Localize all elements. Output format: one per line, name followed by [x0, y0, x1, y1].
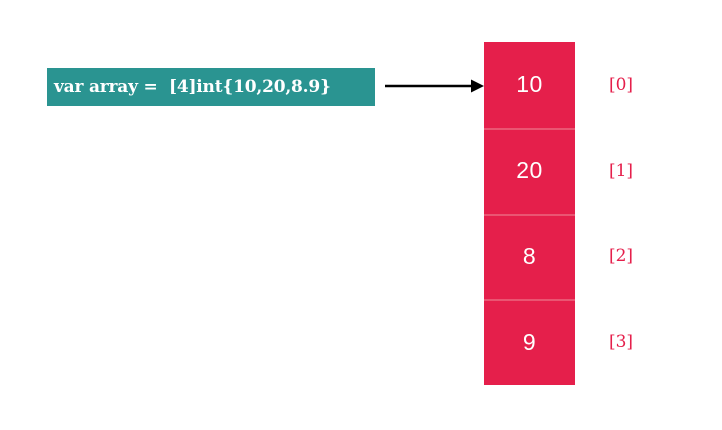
array-cell: 10	[484, 42, 575, 128]
code-declaration-text: var array = [4]int{10,20,8.9}	[54, 76, 331, 97]
array-index-column: [0] [1] [2] [3]	[596, 42, 646, 385]
array-index-label: [2]	[608, 246, 634, 267]
array-block: 10 20 8 9	[484, 42, 575, 385]
array-cell-value: 20	[516, 157, 543, 184]
array-cell-value: 10	[516, 71, 543, 98]
array-cell: 20	[484, 127, 575, 214]
array-index-label: [1]	[608, 160, 634, 181]
arrow-right-icon	[383, 72, 487, 100]
array-cell-value: 9	[522, 328, 537, 355]
array-index-label: [0]	[608, 74, 634, 95]
array-cell: 9	[484, 299, 575, 385]
array-cell: 8	[484, 213, 575, 300]
array-cell-value: 8	[522, 242, 537, 269]
code-declaration-box: var array = [4]int{10,20,8.9}	[47, 68, 375, 106]
array-index-label: [3]	[608, 332, 634, 353]
